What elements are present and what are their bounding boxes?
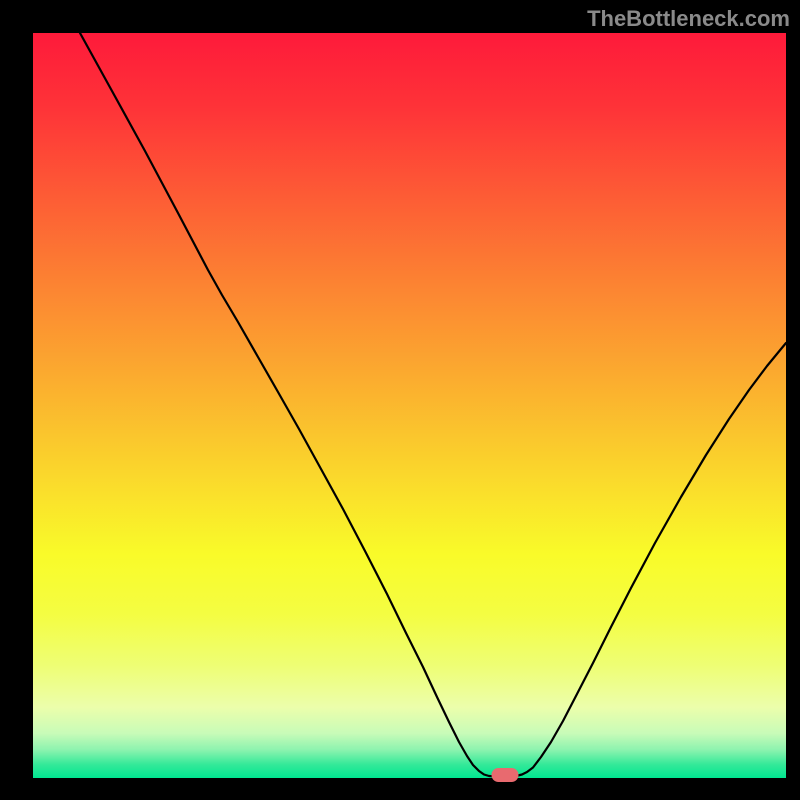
curve-path [80,33,786,777]
bottleneck-curve [33,33,786,778]
watermark-text: TheBottleneck.com [587,6,790,32]
optimum-marker [492,768,519,782]
plot-area [33,33,786,778]
